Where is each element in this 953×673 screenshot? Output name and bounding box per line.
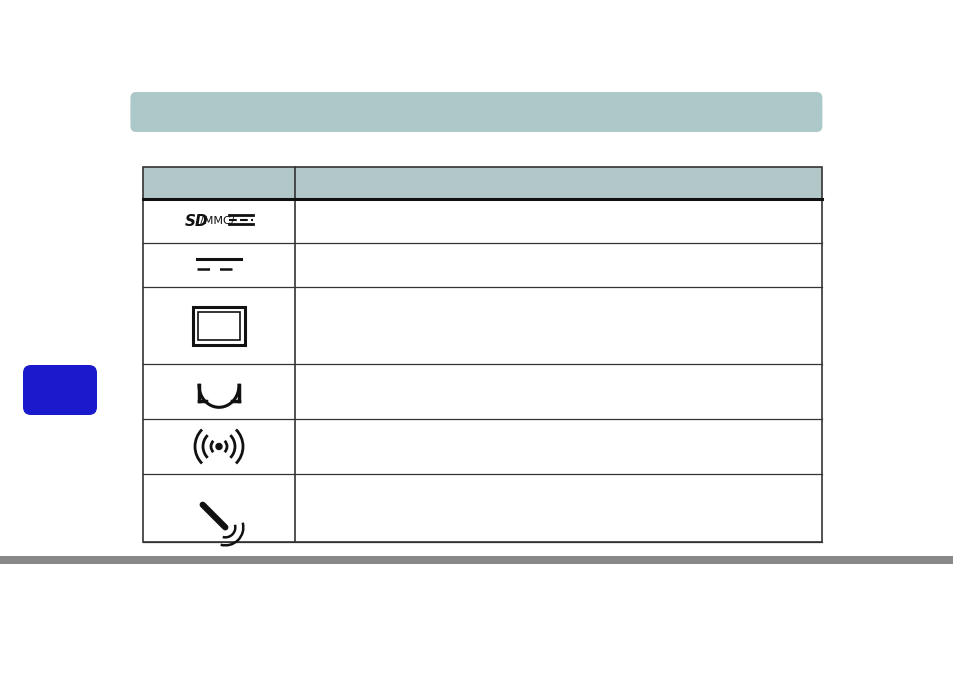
- Text: /MMC/: /MMC/: [199, 216, 234, 226]
- Bar: [143, 167, 821, 542]
- FancyBboxPatch shape: [23, 365, 97, 415]
- Bar: [143, 167, 821, 199]
- Circle shape: [215, 444, 222, 450]
- Text: SD: SD: [185, 213, 209, 229]
- Bar: [193, 306, 245, 345]
- Bar: [198, 312, 240, 339]
- Bar: [0, 556, 953, 564]
- FancyBboxPatch shape: [131, 92, 821, 132]
